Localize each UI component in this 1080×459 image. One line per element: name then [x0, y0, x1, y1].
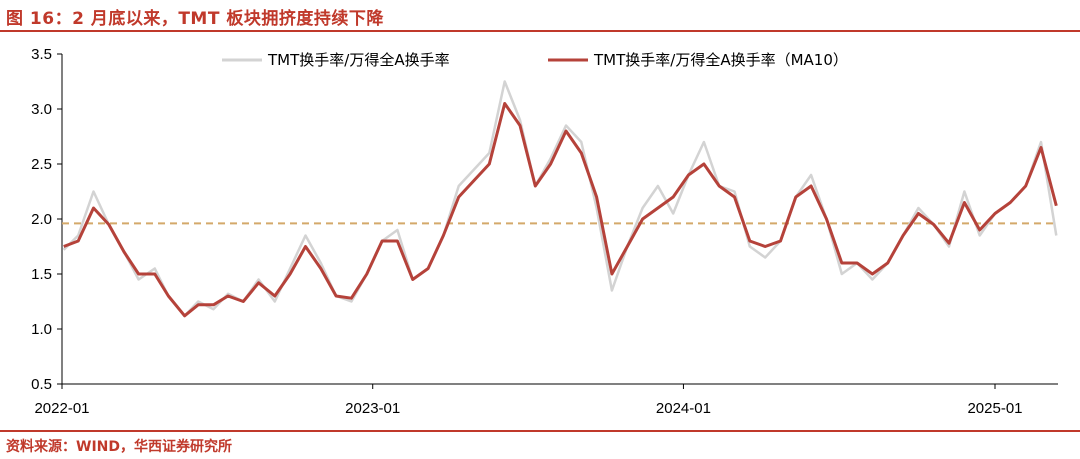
series-line-ma10 [63, 102, 1058, 318]
y-axis-ticks: 0.5 1.0 1.5 2.0 2.5 3.0 3.5 [31, 46, 62, 393]
legend-label-raw: TMT换手率/万得全A换手率 [267, 51, 450, 69]
source-rule [0, 430, 1080, 432]
y-tick-label: 3.5 [31, 46, 52, 63]
turnover-ratio-chart: 0.5 1.0 1.5 2.0 2.5 3.0 3.5 2022-01 2023-01 2024… [31, 46, 1058, 417]
y-tick-label: 1.0 [31, 321, 52, 338]
series-line-raw [62, 80, 1058, 318]
series-layer [62, 80, 1058, 318]
legend: TMT换手率/万得全A换手率 TMT换手率/万得全A换手率（MA10） [222, 51, 848, 69]
title-rule [0, 30, 1080, 32]
x-tick-label: 2022-01 [34, 400, 89, 417]
y-tick-label: 1.5 [31, 266, 52, 283]
x-axis-ticks: 2022-01 2023-01 2024-01 2025-01 [34, 384, 1023, 417]
y-tick-label: 2.5 [31, 156, 52, 173]
x-tick-label: 2024-01 [656, 400, 711, 417]
legend-label-ma: TMT换手率/万得全A换手率（MA10） [593, 51, 848, 69]
y-tick-label: 2.0 [31, 211, 52, 228]
plot-area: 0.5 1.0 1.5 2.0 2.5 3.0 3.5 2022-01 2023-01 2024… [31, 46, 1058, 417]
y-tick-label: 3.0 [31, 101, 52, 118]
x-tick-label: 2023-01 [345, 400, 400, 417]
x-tick-label: 2025-01 [967, 400, 1022, 417]
y-tick-label: 0.5 [31, 376, 52, 393]
source-note: 资料来源：WIND，华西证券研究所 [6, 439, 232, 455]
figure-title: 图 16：2 月底以来，TMT 板块拥挤度持续下降 [6, 9, 384, 29]
